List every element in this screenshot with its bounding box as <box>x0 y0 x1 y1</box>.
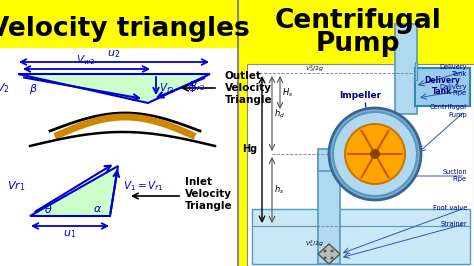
Circle shape <box>330 250 334 252</box>
Text: $h_s$: $h_s$ <box>274 184 284 196</box>
Text: Delivery
Tank: Delivery Tank <box>424 76 460 96</box>
Text: $u_1$: $u_1$ <box>64 228 77 240</box>
Circle shape <box>323 256 327 260</box>
Bar <box>318 149 335 171</box>
Text: Delivery
Pipe: Delivery Pipe <box>439 84 467 97</box>
Text: Inlet
Velocity
Triangle: Inlet Velocity Triangle <box>185 177 233 211</box>
Circle shape <box>370 149 380 159</box>
Bar <box>415 68 470 106</box>
Text: Hg: Hg <box>242 144 257 155</box>
Circle shape <box>345 124 405 184</box>
Polygon shape <box>318 244 340 264</box>
Text: $V_{f2}$: $V_{f2}$ <box>159 82 174 95</box>
Bar <box>0 48 238 266</box>
FancyBboxPatch shape <box>415 68 470 106</box>
Text: Foot valve: Foot valve <box>433 205 467 211</box>
Text: Centrifugal: Centrifugal <box>274 8 441 34</box>
Circle shape <box>323 250 327 252</box>
Bar <box>395 24 417 114</box>
Text: $V_d^2/2g$: $V_d^2/2g$ <box>305 64 324 74</box>
Text: $\theta$: $\theta$ <box>44 203 52 215</box>
Bar <box>247 64 474 266</box>
Text: $h_d$: $h_d$ <box>274 107 285 120</box>
Text: $H_s$: $H_s$ <box>282 86 293 99</box>
Circle shape <box>333 112 417 196</box>
Text: Pump: Pump <box>316 31 400 57</box>
Text: $u_2$: $u_2$ <box>108 48 120 60</box>
Text: $\Phi$: $\Phi$ <box>187 82 197 94</box>
Text: $\alpha$: $\alpha$ <box>93 204 102 214</box>
Polygon shape <box>18 74 210 103</box>
Polygon shape <box>30 166 118 216</box>
Bar <box>415 62 417 80</box>
Text: Delivery
Tank: Delivery Tank <box>439 64 467 77</box>
Text: $V_s^2/2g$: $V_s^2/2g$ <box>305 239 324 250</box>
Text: Impeller: Impeller <box>339 91 381 100</box>
Text: $Vr_1$: $Vr_1$ <box>7 179 25 193</box>
Text: Suction
Pipe: Suction Pipe <box>442 169 467 182</box>
Text: Outlet
Velocity
Triangle: Outlet Velocity Triangle <box>225 71 273 105</box>
Circle shape <box>330 256 334 260</box>
Circle shape <box>329 108 421 200</box>
Text: Velocity triangles: Velocity triangles <box>0 16 249 42</box>
Text: $V_1 = V_{f1}$: $V_1 = V_{f1}$ <box>123 179 164 193</box>
Text: Centrifugal
Pump: Centrifugal Pump <box>430 105 467 118</box>
Text: $V_{w2}$: $V_{w2}$ <box>76 54 95 68</box>
Text: $V_2$: $V_2$ <box>0 82 10 95</box>
Text: $V_{r2}$: $V_{r2}$ <box>189 80 205 93</box>
Text: Strainer: Strainer <box>440 221 467 227</box>
Bar <box>318 154 340 264</box>
Text: $\beta$: $\beta$ <box>28 82 37 96</box>
Bar <box>252 209 470 264</box>
